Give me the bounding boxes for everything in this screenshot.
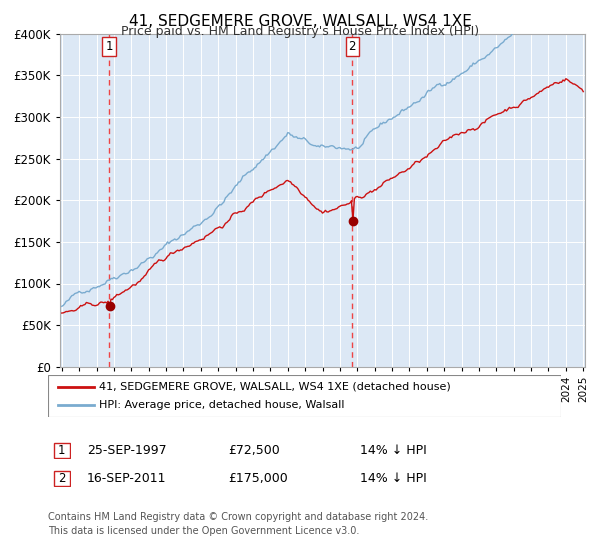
Text: 25-SEP-1997: 25-SEP-1997: [87, 444, 167, 458]
Text: £72,500: £72,500: [228, 444, 280, 458]
FancyBboxPatch shape: [54, 444, 70, 458]
Text: 41, SEDGEMERE GROVE, WALSALL, WS4 1XE (detached house): 41, SEDGEMERE GROVE, WALSALL, WS4 1XE (d…: [100, 382, 451, 392]
Text: 41, SEDGEMERE GROVE, WALSALL, WS4 1XE: 41, SEDGEMERE GROVE, WALSALL, WS4 1XE: [128, 14, 472, 29]
Text: Price paid vs. HM Land Registry's House Price Index (HPI): Price paid vs. HM Land Registry's House …: [121, 25, 479, 38]
Text: HPI: Average price, detached house, Walsall: HPI: Average price, detached house, Wals…: [100, 400, 345, 410]
Text: 16-SEP-2011: 16-SEP-2011: [87, 472, 167, 486]
Text: £175,000: £175,000: [228, 472, 288, 486]
FancyBboxPatch shape: [54, 472, 70, 486]
Text: Contains HM Land Registry data © Crown copyright and database right 2024.: Contains HM Land Registry data © Crown c…: [48, 512, 428, 522]
Text: 2: 2: [349, 40, 356, 53]
Text: 14% ↓ HPI: 14% ↓ HPI: [360, 472, 427, 486]
Text: 1: 1: [58, 444, 65, 458]
Text: 14% ↓ HPI: 14% ↓ HPI: [360, 444, 427, 458]
FancyBboxPatch shape: [48, 375, 561, 417]
Text: 1: 1: [106, 40, 113, 53]
Text: 2: 2: [58, 472, 65, 486]
Text: This data is licensed under the Open Government Licence v3.0.: This data is licensed under the Open Gov…: [48, 526, 359, 536]
